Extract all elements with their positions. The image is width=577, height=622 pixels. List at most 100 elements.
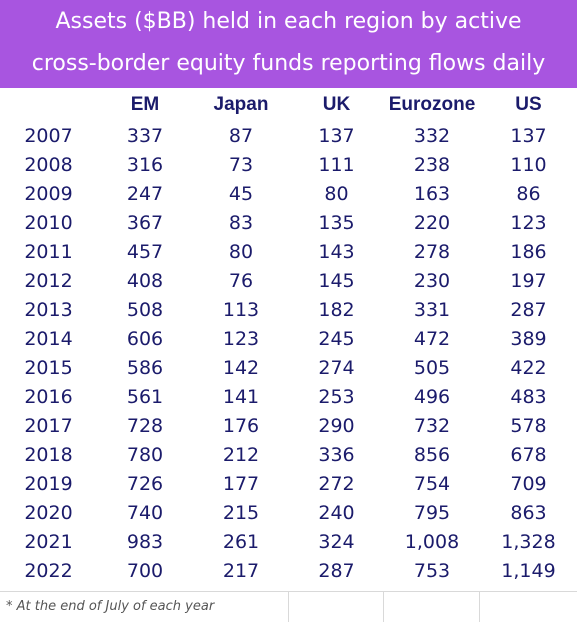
table-row: 2007 337 87 137 332 137 (0, 122, 577, 151)
year-cell: 2017 (24, 415, 73, 437)
value-cell: 332 (413, 125, 451, 147)
value-cell: 123 (510, 212, 547, 234)
value-cell: 287 (510, 299, 547, 321)
value-cell: 272 (318, 473, 355, 495)
value-cell: 740 (126, 502, 164, 524)
value-cell: 163 (413, 183, 451, 205)
table-row: 2016 561 141 253 496 483 (0, 383, 577, 412)
value-cell: 73 (228, 154, 254, 176)
value-cell: 1,328 (501, 531, 556, 553)
value-cell: 238 (413, 154, 451, 176)
year-cell: 2015 (24, 357, 73, 379)
value-cell: 709 (510, 473, 547, 495)
table-row: 2021 983 261 324 1,008 1,328 (0, 528, 577, 557)
value-cell: 780 (126, 444, 164, 466)
year-cell: 2018 (24, 444, 73, 466)
value-cell: 700 (126, 560, 164, 582)
table-body: 2007 337 87 137 332 137 2008 316 73 111 238 110 2009… (0, 122, 577, 586)
value-cell: 182 (318, 299, 355, 321)
value-cell: 217 (222, 560, 260, 582)
year-cell: 2012 (24, 270, 73, 292)
value-cell: 253 (318, 386, 355, 408)
value-cell: 137 (510, 125, 547, 147)
year-cell: 2019 (24, 473, 73, 495)
year-cell: 2009 (24, 183, 73, 205)
value-cell: 123 (222, 328, 260, 350)
table-row: 2017 728 176 290 732 578 (0, 412, 577, 441)
value-cell: 678 (510, 444, 547, 466)
value-cell: 145 (318, 270, 355, 292)
value-cell: 261 (222, 531, 260, 553)
footer-divider (383, 592, 384, 622)
value-cell: 274 (318, 357, 355, 379)
value-cell: 230 (413, 270, 451, 292)
value-cell: 142 (222, 357, 260, 379)
table-row: 2015 586 142 274 505 422 (0, 354, 577, 383)
year-cell: 2016 (24, 386, 73, 408)
value-cell: 1,149 (501, 560, 556, 582)
value-cell: 983 (126, 531, 164, 553)
table-row: 2018 780 212 336 856 678 (0, 441, 577, 470)
value-cell: 45 (228, 183, 254, 205)
value-cell: 324 (318, 531, 355, 553)
value-cell: 113 (222, 299, 260, 321)
value-cell: 186 (510, 241, 547, 263)
footer-divider (479, 592, 480, 622)
value-cell: 472 (413, 328, 451, 350)
year-cell: 2020 (24, 502, 73, 524)
table-row: 2013 508 113 182 331 287 (0, 296, 577, 325)
value-cell: 141 (222, 386, 260, 408)
value-cell: 86 (516, 183, 541, 205)
table-row: 2019 726 177 272 754 709 (0, 470, 577, 499)
value-cell: 561 (126, 386, 164, 408)
value-cell: 80 (228, 241, 254, 263)
year-cell: 2014 (24, 328, 73, 350)
value-cell: 290 (318, 415, 355, 437)
year-cell: 2010 (24, 212, 73, 234)
value-cell: 728 (126, 415, 164, 437)
value-cell: 496 (413, 386, 451, 408)
value-cell: 505 (413, 357, 451, 379)
value-cell: 754 (413, 473, 451, 495)
column-header-japan: Japan (213, 94, 269, 115)
year-cell: 2021 (24, 531, 73, 553)
value-cell: 422 (510, 357, 547, 379)
table-row: 2010 367 83 135 220 123 (0, 209, 577, 238)
year-cell: 2013 (24, 299, 73, 321)
value-cell: 220 (413, 212, 451, 234)
value-cell: 726 (126, 473, 164, 495)
value-cell: 143 (318, 241, 355, 263)
assets-table: EM Japan UK Eurozone US 2007 337 87 137 332 137 20… (0, 88, 577, 586)
value-cell: 337 (126, 125, 164, 147)
value-cell: 508 (126, 299, 164, 321)
value-cell: 212 (222, 444, 260, 466)
value-cell: 240 (318, 502, 355, 524)
year-cell: 2022 (24, 560, 73, 582)
column-header-uk: UK (322, 94, 351, 115)
value-cell: 137 (318, 125, 355, 147)
value-cell: 80 (324, 183, 349, 205)
table-row: 2012 408 76 145 230 197 (0, 267, 577, 296)
value-cell: 753 (413, 560, 451, 582)
value-cell: 457 (126, 241, 164, 263)
column-header-em: EM (130, 94, 160, 115)
value-cell: 83 (228, 212, 254, 234)
footnote: * At the end of July of each year (6, 599, 215, 614)
value-cell: 316 (126, 154, 164, 176)
value-cell: 135 (318, 212, 355, 234)
value-cell: 247 (126, 183, 164, 205)
value-cell: 197 (510, 270, 547, 292)
table-header-row: EM Japan UK Eurozone US (0, 88, 577, 122)
column-header-us: US (515, 94, 542, 115)
year-cell: 2008 (24, 154, 73, 176)
value-cell: 287 (318, 560, 355, 582)
value-cell: 336 (318, 444, 355, 466)
year-cell: 2011 (24, 241, 73, 263)
value-cell: 408 (126, 270, 164, 292)
value-cell: 863 (510, 502, 547, 524)
value-cell: 76 (228, 270, 254, 292)
title-banner: Assets ($BB) held in each region by acti… (0, 0, 577, 88)
footer-divider (288, 592, 289, 622)
value-cell: 278 (413, 241, 451, 263)
value-cell: 245 (318, 328, 355, 350)
